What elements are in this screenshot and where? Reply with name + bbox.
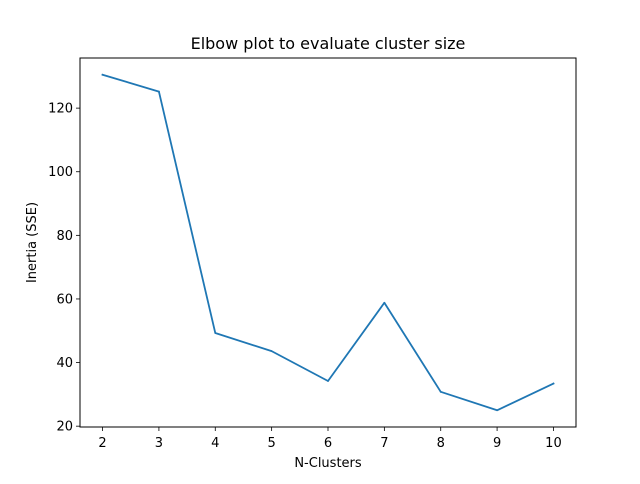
y-axis-label: Inertia (SSE): [25, 202, 40, 283]
y-tick-label: 20: [56, 420, 73, 435]
x-tick-label: 7: [380, 436, 388, 451]
y-tick-label: 100: [48, 165, 73, 180]
data-point: [101, 73, 104, 76]
chart-title: Elbow plot to evaluate cluster size: [191, 34, 466, 53]
data-point: [439, 390, 442, 393]
x-tick-label: 10: [545, 436, 562, 451]
y-tick-label: 80: [56, 229, 73, 244]
x-tick-label: 4: [211, 436, 219, 451]
data-point: [383, 301, 386, 304]
data-point: [214, 332, 217, 334]
data-point: [552, 382, 555, 385]
x-tick-label: 9: [493, 436, 501, 451]
x-tick-label: 6: [324, 436, 332, 451]
data-point: [158, 90, 160, 93]
data-point: [270, 350, 273, 353]
x-tick-label: 2: [98, 436, 106, 451]
y-tick-label: 120: [48, 102, 73, 117]
x-axis-label: N-Clusters: [294, 456, 362, 471]
y-tick-label: 60: [56, 292, 73, 307]
data-point: [496, 409, 498, 412]
y-tick-label: 40: [56, 356, 73, 371]
x-axis: 2 3 4 5 6 7 8 9 10: [98, 427, 562, 451]
x-tick-label: 5: [267, 436, 275, 451]
data-point: [327, 380, 329, 382]
x-tick-label: 3: [155, 436, 163, 451]
y-axis: 20 40 60 80 100 120: [48, 102, 80, 435]
x-tick-label: 8: [437, 436, 445, 451]
